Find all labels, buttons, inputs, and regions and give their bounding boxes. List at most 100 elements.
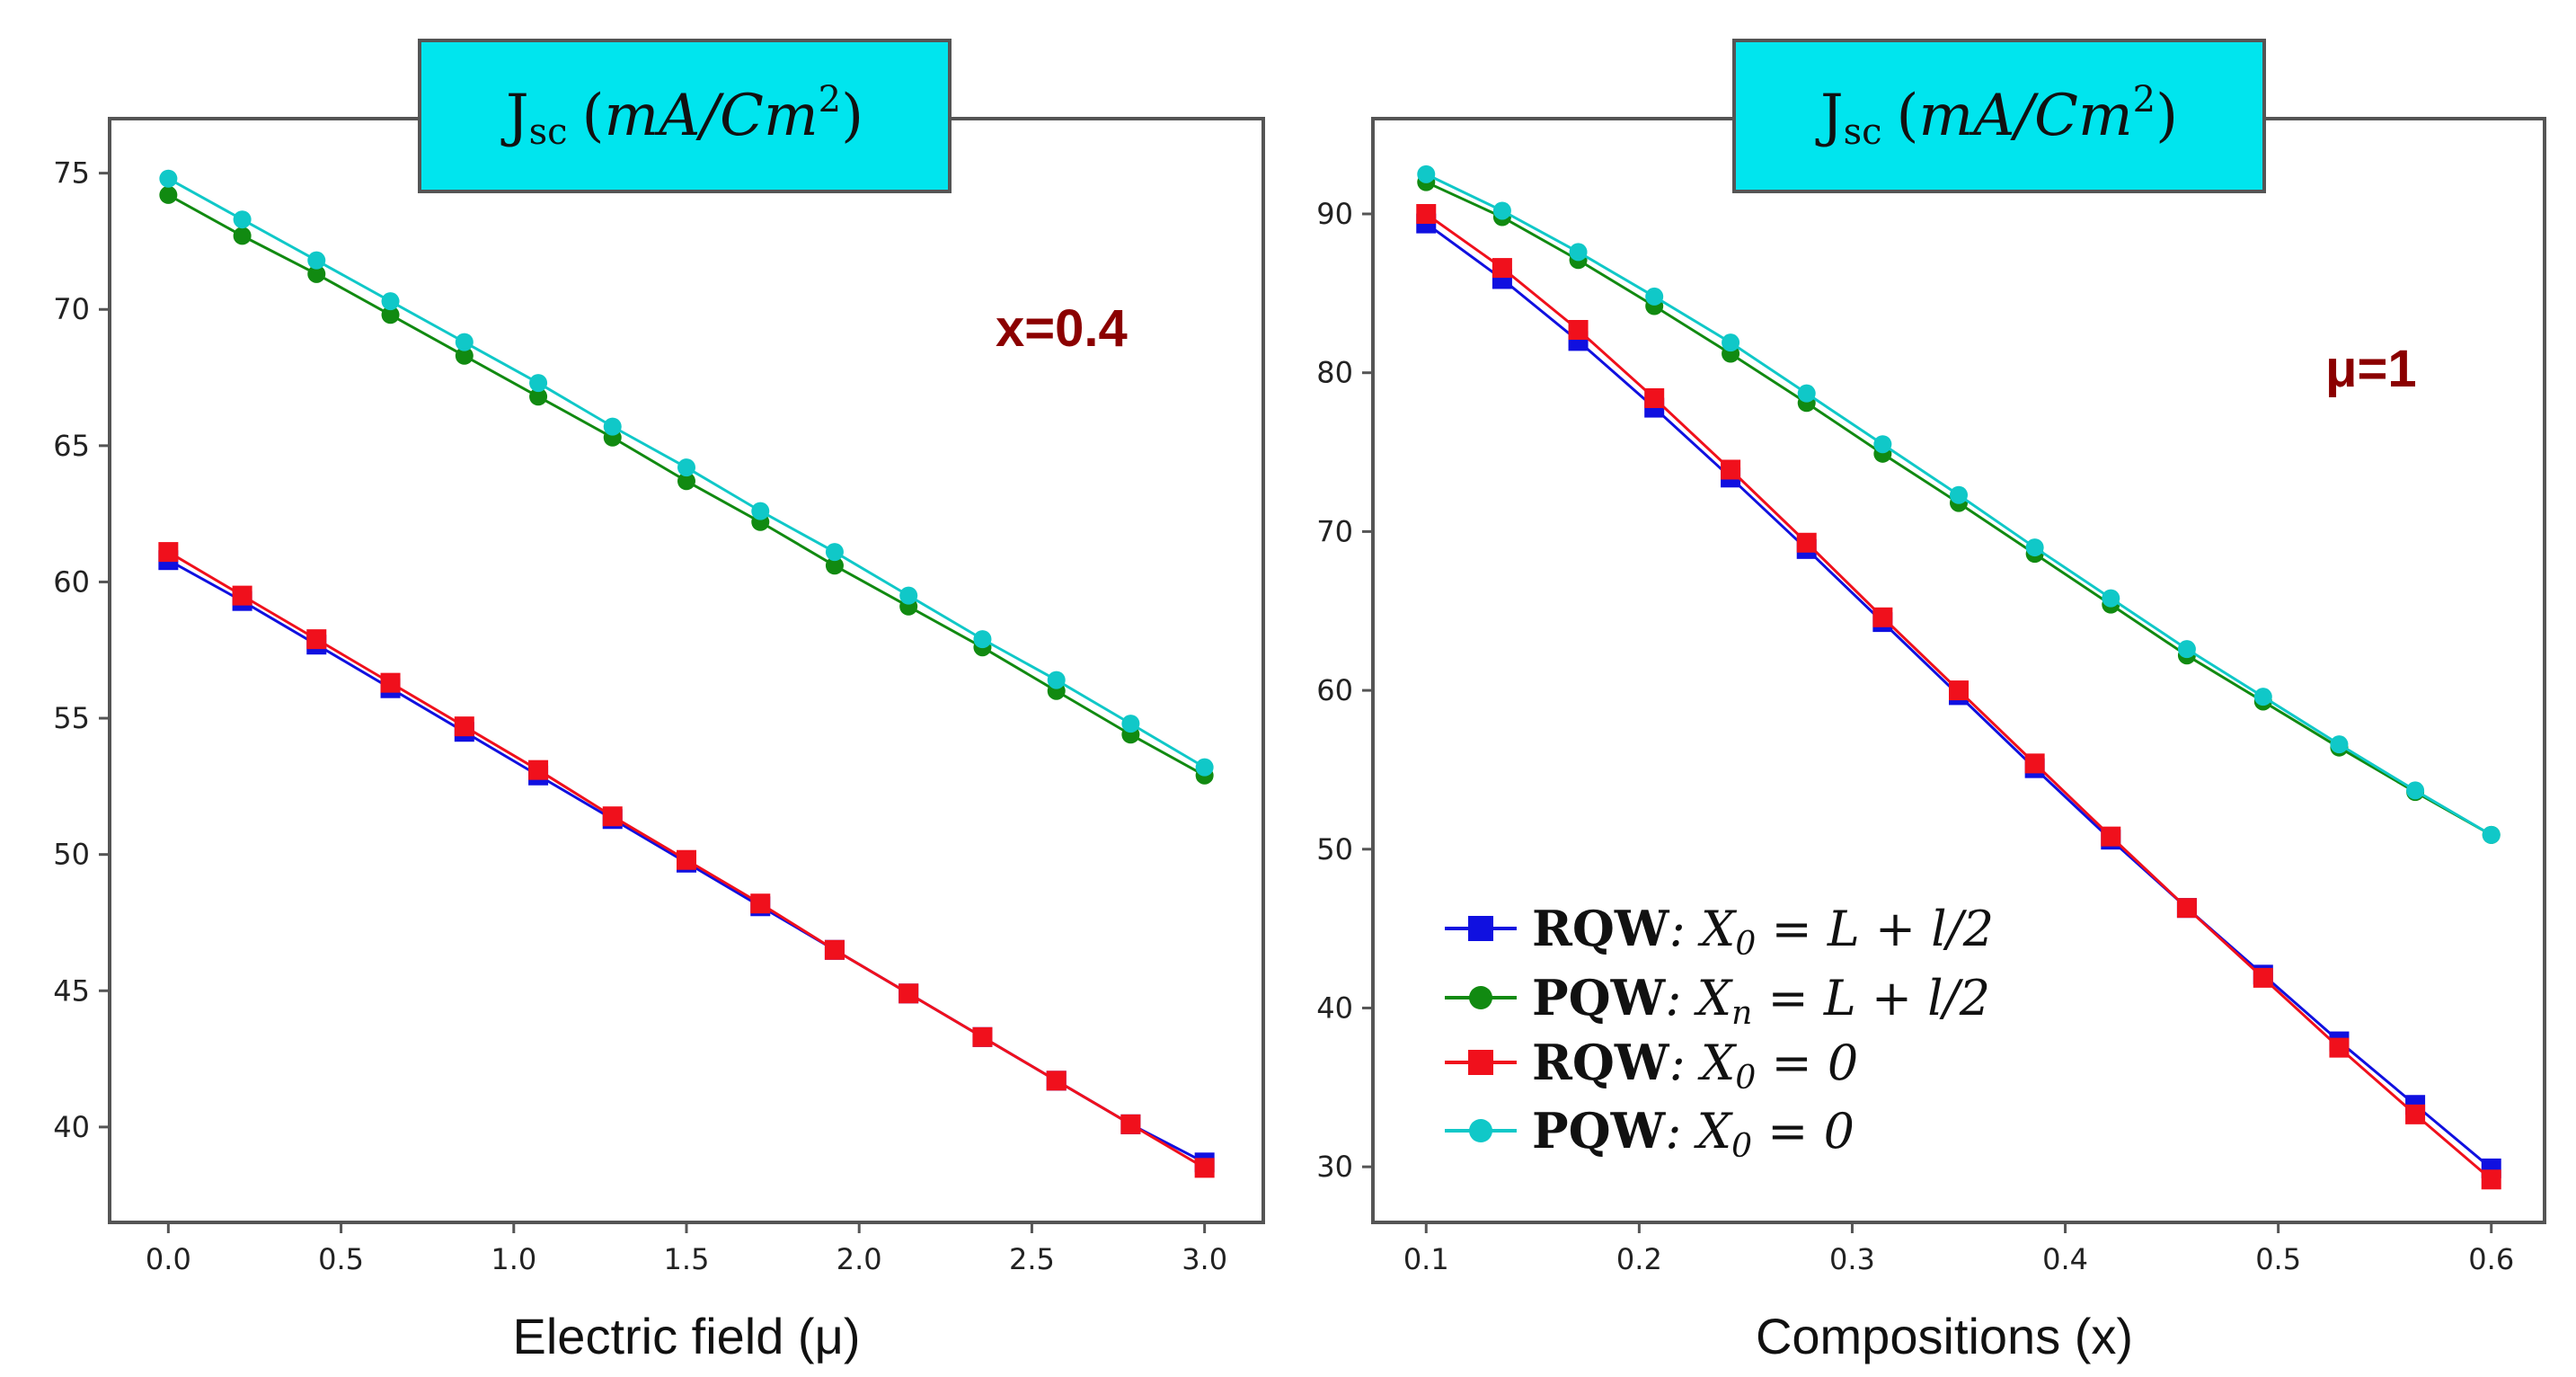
point-pqw-l <box>307 264 326 283</box>
point-rqw-0 <box>158 542 179 563</box>
x-tick-label: 2.0 <box>837 1242 882 1276</box>
point-rqw-0 <box>1872 607 1893 627</box>
legend-marker-pqw-l <box>1469 986 1492 1009</box>
x-tick-label: 2.5 <box>1009 1242 1055 1276</box>
point-pqw-0 <box>1645 287 1664 306</box>
point-pqw-0 <box>751 502 770 520</box>
y-tick-label: 50 <box>1316 832 1353 866</box>
y-tick-label: 60 <box>53 564 90 599</box>
axis-ticks-right: 0.1 0.2 0.3 0.4 0.5 0.6 30 40 50 60 70 80 90 <box>1316 197 2514 1276</box>
point-pqw-0 <box>2025 538 2044 557</box>
x-tick-label: 0.1 <box>1403 1242 1449 1276</box>
point-rqw-0 <box>380 672 401 693</box>
point-pqw-0 <box>2482 825 2501 844</box>
y-tick-label: 70 <box>1316 514 1353 548</box>
point-pqw-0 <box>1569 243 1588 262</box>
point-pqw-0 <box>1797 384 1816 403</box>
x-tick-label: 0.5 <box>318 1242 364 1276</box>
x-tick-label: 3.0 <box>1182 1242 1227 1276</box>
series-group-left <box>158 169 1215 1178</box>
y-tick-label: 30 <box>1316 1150 1353 1184</box>
legend-entry-rqw-0: RQW: X0 = 0 <box>1445 1034 1858 1097</box>
point-pqw-0 <box>899 586 918 605</box>
point-rqw-0 <box>1644 387 1665 408</box>
point-pqw-l <box>677 472 695 491</box>
point-pqw-0 <box>825 543 844 562</box>
x-tick-label: 0.4 <box>2042 1242 2088 1276</box>
point-rqw-0 <box>1416 204 1437 225</box>
legend-label-pqw-l: PQW: Xn = L + l/2 <box>1532 969 1990 1032</box>
point-pqw-0 <box>2406 781 2425 800</box>
legend-marker-rqw-0 <box>1468 1050 1493 1075</box>
point-rqw-0 <box>1120 1114 1141 1134</box>
y-tick-label: 70 <box>53 292 90 326</box>
y-tick-label: 60 <box>1316 673 1353 707</box>
x-tick-label: 0.0 <box>146 1242 191 1276</box>
legend-marker-pqw-0 <box>1469 1119 1492 1142</box>
point-pqw-0 <box>529 374 548 393</box>
y-tick-label: 40 <box>1316 991 1353 1025</box>
point-rqw-0 <box>306 629 327 650</box>
point-rqw-0 <box>2253 967 2273 988</box>
point-rqw-0 <box>824 939 845 960</box>
point-pqw-0 <box>2102 589 2120 608</box>
point-pqw-0 <box>455 333 474 351</box>
point-pqw-0 <box>1873 435 1892 454</box>
axis-ticks-left: 0.0 0.5 1.0 1.5 2.0 2.5 3.0 40 45 50 55 60 65 70 75 <box>53 156 1227 1276</box>
point-pqw-l <box>529 387 548 406</box>
x-tick-label: 1.5 <box>664 1242 710 1276</box>
title-text-right: Jsc (mA/Cm2) <box>1815 79 2178 153</box>
point-pqw-0 <box>307 251 326 270</box>
point-rqw-0 <box>2024 753 2045 774</box>
point-pqw-l <box>159 185 178 204</box>
point-pqw-0 <box>159 169 178 188</box>
title-text-left: Jsc (mA/Cm2) <box>500 79 863 153</box>
point-rqw-0 <box>2329 1037 2350 1058</box>
point-pqw-0 <box>2330 735 2349 754</box>
point-rqw-0 <box>1194 1158 1215 1178</box>
point-rqw-0 <box>750 893 771 914</box>
point-pqw-l <box>825 556 844 575</box>
point-pqw-0 <box>1950 485 1968 504</box>
point-rqw-0 <box>2481 1169 2501 1190</box>
x-axis-label-right: Compositions (x) <box>1756 1308 2133 1364</box>
legend-marker-rqw-l <box>1468 916 1493 941</box>
point-rqw-0 <box>454 716 474 737</box>
title-box-right: Jsc (mA/Cm2) <box>1732 39 2266 193</box>
x-tick-label: 0.2 <box>1616 1242 1662 1276</box>
point-rqw-0 <box>1796 532 1817 553</box>
point-rqw-0 <box>1492 258 1512 279</box>
series-group-right <box>1416 164 2501 1190</box>
point-pqw-0 <box>1121 715 1140 733</box>
point-pqw-0 <box>1047 671 1066 689</box>
legend-entry-pqw-0: PQW: X0 = 0 <box>1445 1102 1855 1165</box>
x-tick-label: 0.6 <box>2468 1242 2514 1276</box>
x-tick-label: 0.3 <box>1829 1242 1875 1276</box>
point-rqw-0 <box>677 849 696 870</box>
chart-right: 0.1 0.2 0.3 0.4 0.5 0.6 30 40 50 60 70 80 90 μ=1 Com… <box>1316 39 2546 1364</box>
point-rqw-0 <box>1721 459 1741 480</box>
point-rqw-0 <box>1949 680 1969 701</box>
point-rqw-0 <box>1568 319 1589 340</box>
y-tick-label: 45 <box>53 973 90 1008</box>
point-pqw-0 <box>233 210 252 229</box>
legend: RQW: X0 = L + l/2 PQW: Xn = L + l/2 RQW:… <box>1445 900 1994 1165</box>
title-box-left: Jsc (mA/Cm2) <box>418 39 952 193</box>
legend-entry-rqw-l: RQW: X0 = L + l/2 <box>1445 900 1994 963</box>
chart-left: 0.0 0.5 1.0 1.5 2.0 2.5 3.0 40 45 50 55 60 65 70 75 x=… <box>53 39 1265 1364</box>
point-rqw-0 <box>2101 826 2121 847</box>
point-pqw-0 <box>1417 164 1436 183</box>
legend-entry-pqw-l: PQW: Xn = L + l/2 <box>1445 969 1990 1032</box>
legend-label-pqw-0: PQW: X0 = 0 <box>1532 1102 1855 1165</box>
annotation-mu-value: μ=1 <box>2325 340 2417 398</box>
annotation-x-value: x=0.4 <box>996 299 1128 358</box>
legend-label-rqw-0: RQW: X0 = 0 <box>1532 1034 1858 1097</box>
point-pqw-l <box>233 227 252 245</box>
point-rqw-0 <box>1046 1071 1067 1091</box>
point-rqw-0 <box>2405 1104 2426 1124</box>
point-pqw-l <box>455 346 474 365</box>
point-pqw-0 <box>1195 758 1214 777</box>
y-tick-label: 75 <box>53 156 90 191</box>
x-tick-label: 1.0 <box>491 1242 536 1276</box>
